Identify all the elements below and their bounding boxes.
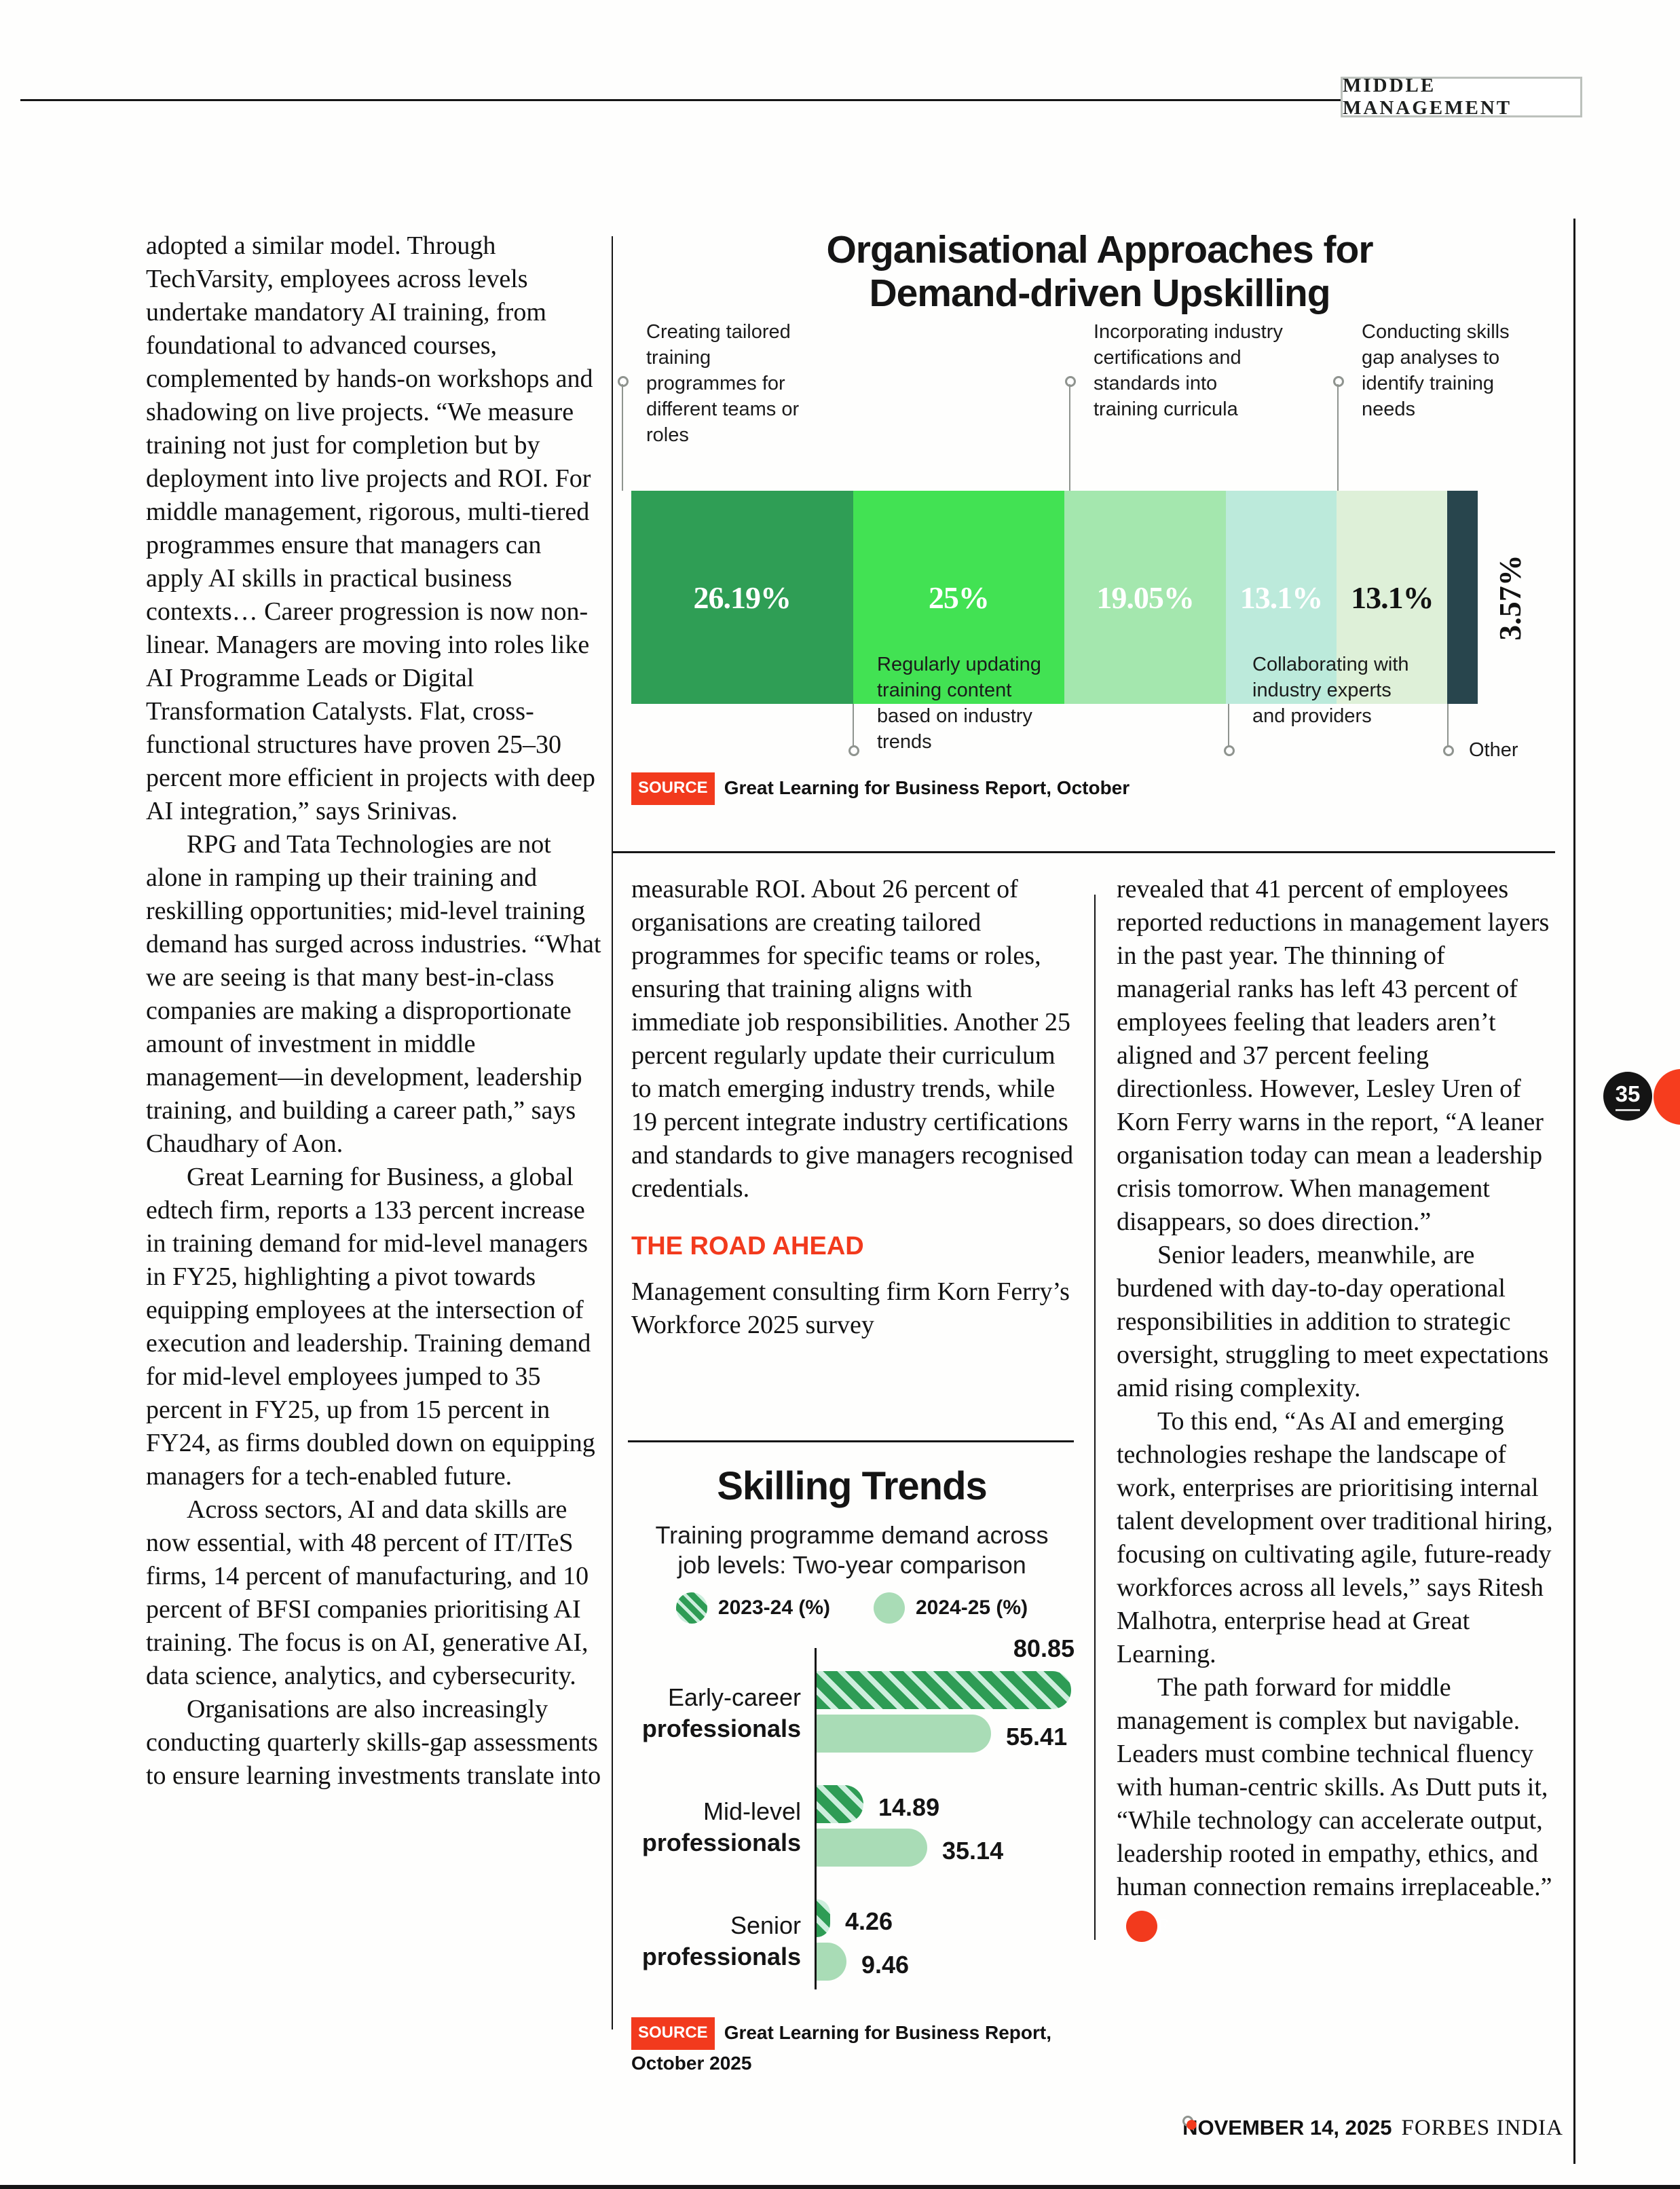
- legend-swatch-2024-25: [874, 1592, 905, 1624]
- callout-line: [1337, 384, 1339, 491]
- callout-dot: [618, 376, 629, 387]
- legend-label: 2024-25 (%): [916, 1596, 1028, 1619]
- category-label: Mid-level professionals: [641, 1797, 801, 1856]
- callout-dot: [848, 745, 859, 756]
- bar-value: 55.41: [1006, 1723, 1068, 1751]
- callout-line: [622, 384, 623, 491]
- source-badge: SOURCE: [631, 772, 715, 805]
- category-label: Early-career professionals: [641, 1683, 801, 1742]
- chart2-subtitle: Training programme demand across job lev…: [655, 1521, 1049, 1579]
- column-divider-left: [612, 236, 613, 2029]
- bar-value: 35.14: [942, 1837, 1004, 1865]
- chart2-legend: 2023-24 (%) 2024-25 (%): [631, 1592, 1072, 1624]
- right-margin-rule: [1573, 219, 1575, 2164]
- bar-value: 4.26: [845, 1907, 893, 1935]
- paragraph: measurable ROI. About 26 percent of orga…: [631, 875, 1074, 1203]
- segment-callout-label: Conducting skills gap analyses to identi…: [1362, 321, 1510, 420]
- bar-value: 9.46: [861, 1951, 910, 1979]
- chart1-title-wrap: Organisational Approaches for Demand-dri…: [631, 228, 1568, 315]
- category-label: Senior professionals: [641, 1911, 801, 1970]
- segment-callout-label: Collaborating with industry experts and …: [1252, 654, 1409, 727]
- stacked-bar: 26.19% 25% 19.05% 13.1% 13.1%: [631, 491, 1478, 704]
- paragraph: Across sectors, AI and data skills are n…: [146, 1495, 589, 1690]
- paragraph: adopted a similar model. Through TechVar…: [146, 231, 595, 825]
- chart1-bottom-rule: [612, 851, 1555, 853]
- bar-value: 80.85: [1013, 1634, 1075, 1662]
- source-text: Great Learning for Business Report, Octo…: [724, 777, 1130, 798]
- article-column-2: measurable ROI. About 26 percent of orga…: [631, 873, 1076, 1342]
- paragraph-text: The path forward for middle management i…: [1117, 1673, 1552, 1901]
- chart2-axis-line: [815, 1648, 817, 1989]
- segment-value: 26.19%: [693, 580, 791, 615]
- callout-line: [853, 704, 854, 747]
- chart2-source: SOURCE Great Learning for Business Report…: [631, 2017, 1052, 2077]
- bar-2023-24-mid-level: [817, 1785, 864, 1823]
- footer-date: NOVEMBER 14, 2025: [1182, 2116, 1392, 2139]
- subheading-road-ahead: THE ROAD AHEAD: [631, 1232, 864, 1260]
- article-column-3: revealed that 41 percent of employees re…: [1117, 873, 1565, 1942]
- bar-segment: 13.1%: [1337, 491, 1448, 704]
- source-text: Great Learning for Business Report, Octo…: [631, 2022, 1052, 2074]
- segment-value: 19.05%: [1096, 580, 1194, 615]
- paragraph: Great Learning for Business, a global ed…: [146, 1163, 595, 1491]
- legend-item: 2023-24 (%): [675, 1592, 830, 1624]
- forbes-end-mark-icon: F: [1126, 1910, 1168, 1942]
- callout-line: [1228, 704, 1229, 747]
- segment-callout-label: Regularly updating training content base…: [877, 654, 1041, 753]
- legend-swatch-2023-24: [675, 1592, 707, 1624]
- callout-line: [1447, 704, 1449, 747]
- segment-value: 13.1%: [1239, 580, 1323, 615]
- footer-brand: FORBES INDIA: [1401, 2116, 1563, 2140]
- callout-line: [1069, 384, 1070, 491]
- paragraph: Organisations are also increasingly cond…: [146, 1695, 601, 1790]
- bar-segment: 13.1%: [1225, 491, 1337, 704]
- bar-2023-24-early-career: [817, 1671, 1072, 1709]
- segment-callout-label: Creating tailored training programmes fo…: [646, 321, 800, 446]
- paragraph: revealed that 41 percent of employees re…: [1117, 875, 1550, 1236]
- chart2-top-rule: [628, 1440, 1074, 1442]
- segment-value-rotated-wrap: 3.57%: [1481, 491, 1538, 704]
- paragraph: The path forward for middle management i…: [1117, 1671, 1565, 1942]
- bottom-page-rule: [0, 2185, 1680, 2189]
- page-number: 35: [1615, 1081, 1641, 1111]
- section-kicker-box: MIDDLE MANAGEMENT: [1341, 75, 1582, 119]
- page-number-badge: 35: [1603, 1072, 1652, 1121]
- edge-accent-circle: [1654, 1069, 1680, 1125]
- chart2-title: Skilling Trends: [717, 1464, 988, 1508]
- segment-callout-label: Other: [1469, 739, 1518, 761]
- footer-dot-icon: ●: [1182, 2113, 1199, 2136]
- paragraph: Management consulting firm Korn Ferry’s …: [631, 1277, 1070, 1339]
- segment-callout-label: Incorporating industry certifications an…: [1094, 321, 1283, 420]
- segment-value-rotated: 3.57%: [1492, 554, 1527, 641]
- legend-item: 2024-25 (%): [874, 1592, 1028, 1624]
- bar-segment: 19.05%: [1064, 491, 1226, 704]
- segment-value: 13.1%: [1351, 580, 1434, 615]
- bar-2024-25-senior: [817, 1943, 846, 1981]
- bar-segment: 26.19%: [631, 491, 853, 704]
- page-footer: NOVEMBER 14, 2025 ● FORBES INDIA: [1182, 2113, 1563, 2141]
- paragraph: RPG and Tata Technologies are not alone …: [146, 830, 601, 1158]
- bar-value: 14.89: [878, 1793, 940, 1821]
- callout-dot: [1443, 745, 1454, 756]
- paragraph: Senior leaders, meanwhile, are burdened …: [1117, 1241, 1549, 1402]
- callout-dot: [1224, 745, 1235, 756]
- chart1-source: SOURCE Great Learning for Business Report…: [631, 772, 1514, 805]
- paragraph: To this end, “As AI and emerging technol…: [1117, 1407, 1553, 1668]
- segment-value: 25%: [928, 580, 990, 615]
- bar-2023-24-senior: [817, 1899, 830, 1937]
- bar-2024-25-early-career: [817, 1715, 992, 1753]
- bar-segment: [1447, 491, 1478, 704]
- callout-dot: [1065, 376, 1076, 387]
- article-column-1: adopted a similar model. Through TechVar…: [146, 229, 602, 1793]
- bar-segment: 25%: [853, 491, 1065, 704]
- section-kicker: MIDDLE MANAGEMENT: [1343, 75, 1512, 119]
- bar-2024-25-mid-level: [817, 1829, 928, 1867]
- legend-label: 2023-24 (%): [717, 1596, 830, 1619]
- header-rule: [20, 99, 1341, 101]
- column-divider-right: [1094, 895, 1096, 1940]
- source-badge: SOURCE: [631, 2017, 715, 2050]
- chart1-title: Organisational Approaches for Demand-dri…: [826, 228, 1373, 315]
- callout-dot: [1333, 376, 1344, 387]
